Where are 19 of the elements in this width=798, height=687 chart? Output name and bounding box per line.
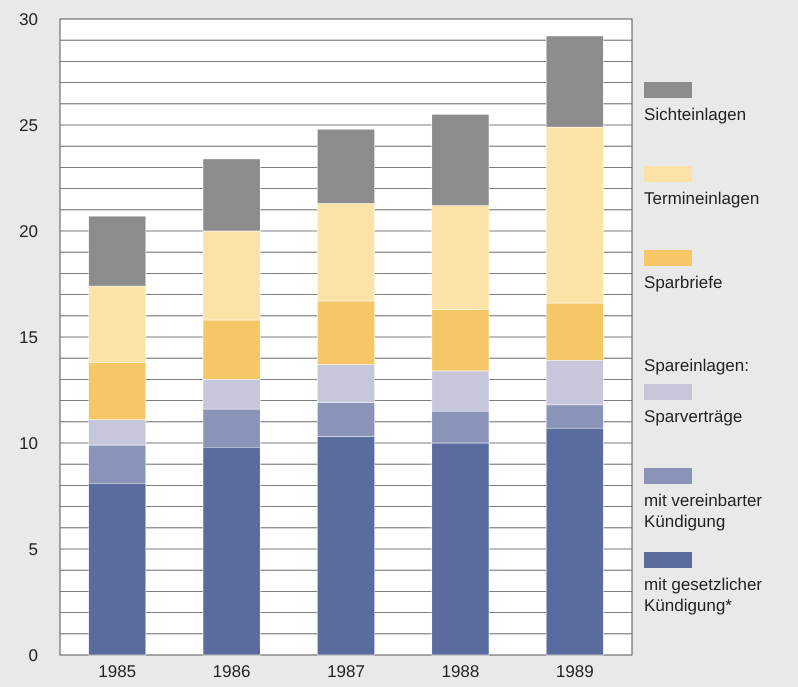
x-tick-label: 1986 <box>212 662 251 681</box>
legend-label: mit gesetzlicher Kündigung* <box>644 575 762 615</box>
y-tick-label: 0 <box>28 646 38 665</box>
y-tick-label: 5 <box>28 540 38 559</box>
legend-label: mit vereinbarter Kündigung <box>644 491 762 531</box>
y-tick-label: 10 <box>19 434 38 453</box>
legend-label: Sparbriefe <box>644 273 722 292</box>
legend-label: Termineinlagen <box>644 189 760 208</box>
x-tick-label: 1987 <box>327 662 365 681</box>
y-tick-label: 15 <box>19 328 38 347</box>
text: Spareinlagen: <box>644 356 749 375</box>
y-tick-label: 25 <box>19 116 38 135</box>
legend-label: Sichteinlagen <box>644 105 746 124</box>
x-tick-label: 1985 <box>98 662 136 681</box>
legend-label: Sparverträge <box>644 407 742 426</box>
y-tick-label: 20 <box>19 222 38 241</box>
x-tick-label: 1989 <box>556 662 594 681</box>
y-tick-label: 30 <box>19 10 38 29</box>
x-tick-label: 1988 <box>441 662 480 681</box>
